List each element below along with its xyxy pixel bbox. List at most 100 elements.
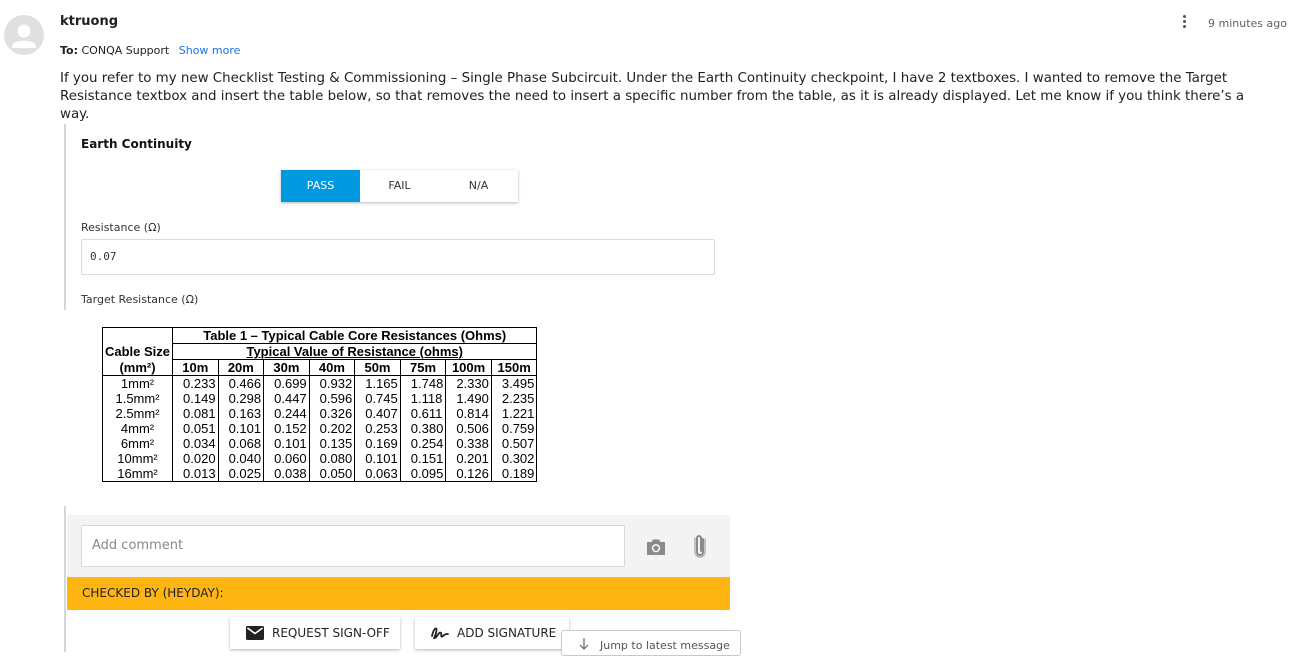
checked-by-banner: CHECKED BY (HEYDAY):	[67, 577, 730, 610]
pass-option[interactable]: PASS	[281, 170, 360, 202]
resistance-cell: 0.759	[490, 421, 538, 436]
message-body: If you refer to my new Checklist Testing…	[60, 71, 1245, 122]
resistance-cell: 0.932	[308, 375, 356, 391]
resistance-cell: 0.407	[354, 406, 401, 421]
resistance-cell: 0.101	[354, 451, 401, 466]
resistance-cell: 0.298	[217, 391, 265, 406]
resistance-cell: 0.126	[445, 466, 492, 482]
resistance-cell: 0.380	[399, 421, 447, 436]
request-signoff-button[interactable]: REQUEST SIGN-OFF	[230, 617, 400, 649]
recipient-line: To: CONQA Support Show more	[60, 44, 240, 57]
divider	[64, 506, 66, 652]
resistance-cell: 0.326	[308, 406, 356, 421]
cable-size-cell: 2.5mm²	[101, 406, 174, 421]
resistance-cell: 0.060	[263, 451, 310, 466]
resistance-cell: 0.163	[217, 406, 265, 421]
resistance-cell: 0.080	[308, 451, 356, 466]
resistance-cell: 2.330	[445, 375, 492, 391]
sender-name: ktruong	[60, 14, 119, 29]
resistance-cell: 0.202	[308, 421, 356, 436]
camera-icon[interactable]	[645, 536, 667, 558]
resistance-cell: 0.814	[445, 406, 492, 421]
resistance-cell: 0.101	[217, 421, 265, 436]
table-row: 2.5mm² 0.081 0.163 0.244 0.326 0.407 0.611 0.81…	[101, 406, 538, 421]
table-row: 10mm² 0.020 0.040 0.060 0.080 0.101 0.151 0.201…	[101, 451, 538, 466]
resistance-cell: 0.038	[263, 466, 310, 482]
resistance-cell: 3.495	[490, 375, 538, 391]
fail-option[interactable]: FAIL	[388, 179, 411, 192]
resistance-cell: 0.506	[445, 421, 492, 436]
resistance-cell: 0.063	[354, 466, 401, 482]
signature-icon	[431, 627, 449, 640]
checkpoint-title: Earth Continuity	[81, 137, 192, 151]
jump-label: Jump to latest message	[600, 639, 730, 652]
resistance-cell: 0.020	[172, 451, 219, 466]
length-header: 20m	[217, 359, 265, 376]
resistance-cell: 0.025	[217, 466, 265, 482]
table-row: 1.5mm² 0.149 0.298 0.447 0.596 0.745 1.118 1.49…	[101, 391, 538, 406]
cable-size-cell: 16mm²	[101, 466, 174, 482]
table-row: 6mm² 0.034 0.068 0.101 0.135 0.169 0.254 0.338 0…	[101, 436, 538, 451]
resistance-cell: 0.068	[217, 436, 265, 451]
resistance-cell: 0.151	[399, 451, 447, 466]
table-row: 1mm² 0.233 0.466 0.699 0.932 1.165 1.748 2.330 3…	[101, 375, 538, 391]
divider	[64, 124, 66, 310]
avatar	[4, 15, 44, 55]
length-header: 10m	[172, 359, 219, 376]
resistance-cell: 0.135	[308, 436, 356, 451]
length-header: 150m	[490, 359, 538, 376]
cable-size-cell: 6mm²	[101, 436, 174, 451]
table-header-blank	[101, 327, 174, 344]
comment-panel: Add comment	[67, 515, 730, 577]
resistance-cell: 0.254	[399, 436, 447, 451]
resistance-cell: 1.118	[399, 391, 447, 406]
resistance-cell: 0.699	[263, 375, 310, 391]
resistance-cell: 0.338	[445, 436, 492, 451]
resistance-cell: 0.101	[263, 436, 310, 451]
comment-input[interactable]: Add comment	[81, 525, 625, 567]
show-more-link[interactable]: Show more	[178, 44, 241, 57]
resistance-field[interactable]: 0.07	[81, 239, 715, 275]
cable-size-cell: 1mm²	[101, 375, 174, 391]
resistance-cell: 0.596	[308, 391, 356, 406]
embedded-checklist-screenshot: Earth Continuity PASS FAIL N/A Resistanc…	[64, 120, 744, 656]
table-row: 16mm² 0.013 0.025 0.038 0.050 0.063 0.095 0.126…	[101, 466, 538, 482]
value-header: Typical Value of Resistance (ohms)	[172, 343, 538, 360]
length-header: 30m	[263, 359, 310, 376]
resistance-cell: 1.490	[445, 391, 492, 406]
length-header: 40m	[308, 359, 356, 376]
paperclip-icon[interactable]	[692, 533, 708, 559]
resistance-cell: 0.466	[217, 375, 265, 391]
arrow-down-icon	[579, 638, 589, 650]
resistance-cell: 0.244	[263, 406, 310, 421]
add-signature-label: ADD SIGNATURE	[457, 626, 557, 640]
length-header: 100m	[445, 359, 492, 376]
jump-to-latest-button[interactable]: Jump to latest message	[561, 630, 741, 656]
more-options-icon[interactable]	[1178, 14, 1190, 32]
resistance-cell: 0.040	[217, 451, 265, 466]
resistance-cell: 0.152	[263, 421, 310, 436]
resistance-cell: 0.233	[172, 375, 219, 391]
cable-resistance-table: Table 1 – Typical Cable Core Resistances…	[101, 327, 538, 482]
resistance-label: Resistance (Ω)	[81, 221, 161, 234]
resistance-cell: 0.149	[172, 391, 219, 406]
resistance-cell: 0.611	[399, 406, 447, 421]
message-time: 9 minutes ago	[1208, 17, 1287, 30]
to-prefix: To:	[60, 44, 78, 57]
recipient-name: CONQA Support	[81, 44, 170, 57]
resistance-cell: 0.302	[490, 451, 538, 466]
resistance-cell: 0.745	[354, 391, 401, 406]
target-resistance-label: Target Resistance (Ω)	[81, 293, 199, 306]
resistance-cell: 0.013	[172, 466, 219, 482]
result-toggle: PASS FAIL N/A	[281, 170, 518, 202]
cable-size-cell: 4mm²	[101, 421, 174, 436]
resistance-cell: 0.201	[445, 451, 492, 466]
resistance-cell: 0.051	[172, 421, 219, 436]
na-option[interactable]: N/A	[468, 179, 489, 192]
resistance-cell: 1.221	[490, 406, 538, 421]
add-signature-button[interactable]: ADD SIGNATURE	[415, 617, 569, 649]
resistance-cell: 0.081	[172, 406, 219, 421]
cable-size-header: Cable Size	[101, 343, 174, 360]
resistance-cell: 0.189	[490, 466, 538, 482]
resistance-cell: 1.748	[399, 375, 447, 391]
